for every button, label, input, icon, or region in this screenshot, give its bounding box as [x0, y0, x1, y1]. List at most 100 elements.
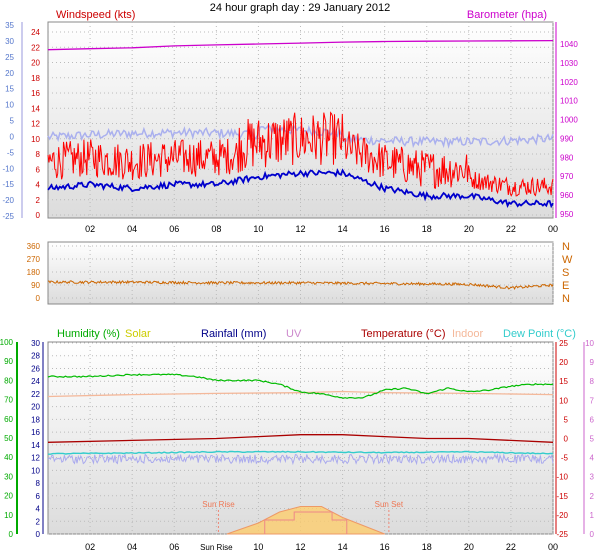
wind-outer-tick: 25: [5, 53, 14, 62]
direction-tick-label: 270: [27, 255, 41, 264]
temperature-tick-label: 15: [559, 377, 568, 386]
x-tick-label: 14: [338, 542, 348, 552]
wind-tick-label: 8: [36, 150, 41, 159]
humidity-label: Humidity (%): [57, 328, 120, 340]
x-tick-label: 12: [295, 224, 305, 234]
wind-outer-tick: 30: [5, 37, 14, 46]
wind-speed-line: [47, 168, 554, 209]
rain-tick-label: 2: [36, 517, 41, 526]
temperature-tick-label: 5: [564, 415, 569, 424]
rain-tick-label: 18: [31, 415, 40, 424]
compass-label: N: [562, 293, 570, 305]
wind-tick-label: 14: [31, 104, 40, 113]
wind-tick-label: 22: [31, 43, 40, 52]
indoor-line: [47, 390, 554, 398]
wind-chill-band: [47, 453, 554, 466]
barometer-tick-label: 1030: [560, 59, 578, 68]
temperature-tick-label: 25: [559, 339, 568, 348]
humidity-tick-label: 60: [4, 415, 13, 424]
wind-tick-label: 0: [36, 211, 41, 220]
direction-panel: [47, 241, 554, 305]
x-tick-label: Sun Rise: [200, 543, 233, 552]
humidity-tick-label: 20: [4, 492, 13, 501]
wind-tick-label: 18: [31, 74, 40, 83]
rain-tick-label: 14: [31, 441, 40, 450]
uv-label: UV: [286, 328, 302, 340]
rain-tick-label: 28: [31, 352, 40, 361]
temperature-tick-label: -20: [556, 511, 568, 520]
direction-tick-label: 0: [36, 294, 41, 303]
x-tick-label: 02: [85, 224, 95, 234]
uv-tick-label: 10: [585, 339, 594, 348]
uv-line: [264, 511, 348, 534]
wind-tick-label: 12: [31, 120, 40, 129]
uv-tick-label: 2: [590, 492, 595, 501]
rain-tick-label: 22: [31, 390, 40, 399]
rain-tick-label: 24: [31, 377, 40, 386]
temperature-tick-label: 0: [564, 435, 569, 444]
temperature-tick-label: 20: [559, 358, 568, 367]
humidity-tick-label: 50: [4, 434, 13, 443]
barometer-label: Barometer (hpa): [467, 9, 547, 21]
barometer-tick-label: 980: [560, 153, 574, 162]
barometer-tick-label: 970: [560, 172, 574, 181]
uv-tick-label: 1: [590, 511, 595, 520]
direction-tick-label: 90: [31, 281, 40, 290]
uv-tick-label: 6: [590, 415, 595, 424]
x-tick-label: 18: [422, 542, 432, 552]
dewpoint-line: [48, 450, 554, 455]
sunset-label: Sun Set: [375, 500, 404, 509]
chart-title: 24 hour graph day : 29 January 2012: [210, 2, 390, 14]
x-tick-label: 00: [548, 542, 558, 552]
x-tick-label: 04: [127, 542, 137, 552]
wind-outer-tick: 5: [10, 117, 15, 126]
wind-outer-tick: 35: [5, 21, 14, 30]
rain-tick-label: 26: [31, 364, 40, 373]
direction-tick-label: 360: [27, 242, 41, 251]
temperature-tick-label: -25: [556, 530, 568, 539]
wind-tick-label: 2: [36, 196, 41, 205]
rain-tick-label: 4: [36, 505, 41, 514]
uv-tick-label: 9: [590, 358, 595, 367]
x-tick-label: 20: [464, 224, 474, 234]
rain-tick-label: 10: [31, 466, 40, 475]
sunrise-label: Sun Rise: [202, 500, 235, 509]
uv-tick-label: 8: [590, 377, 595, 386]
compass-label: N: [562, 241, 570, 253]
barometer-tick-label: 960: [560, 191, 574, 200]
x-tick-label: 20: [464, 542, 474, 552]
x-tick-label: 08: [211, 224, 221, 234]
uv-tick-label: 5: [590, 435, 595, 444]
x-tick-label: 02: [85, 542, 95, 552]
solar-label: Solar: [125, 328, 151, 340]
humidity-tick-label: 40: [4, 453, 13, 462]
x-tick-label: 22: [506, 224, 516, 234]
temperature-tick-label: -15: [556, 492, 568, 501]
humidity-line: [47, 373, 554, 399]
x-tick-label: 10: [253, 224, 263, 234]
x-tick-label: 12: [295, 542, 305, 552]
rain-tick-label: 12: [31, 454, 40, 463]
barometer-tick-label: 1020: [560, 78, 578, 87]
uv-tick-label: 0: [590, 530, 595, 539]
barometer-tick-label: 1010: [560, 97, 578, 106]
humidity-tick-label: 100: [0, 338, 14, 347]
wind-tick-label: 6: [36, 165, 41, 174]
x-tick-label: 16: [380, 224, 390, 234]
x-tick-label: 06: [169, 224, 179, 234]
x-tick-label: 16: [380, 542, 390, 552]
dewpoint-label: Dew Point (°C): [503, 328, 576, 340]
windspeed-label: Windspeed (kts): [56, 9, 135, 21]
wind-tick-label: 16: [31, 89, 40, 98]
wind-outer-tick: 0: [10, 132, 15, 141]
wind-direction-line: [47, 279, 554, 291]
rain-tick-label: 6: [36, 492, 41, 501]
wind-outer-tick: -15: [2, 180, 14, 189]
wind-outer-tick: 20: [5, 69, 14, 78]
barometer-tick-label: 1000: [560, 116, 578, 125]
wind-outer-tick: -10: [2, 164, 14, 173]
x-tick-label: 00: [548, 224, 558, 234]
temperature-tick-label: -5: [561, 454, 569, 463]
wind-outer-tick: -20: [2, 196, 14, 205]
